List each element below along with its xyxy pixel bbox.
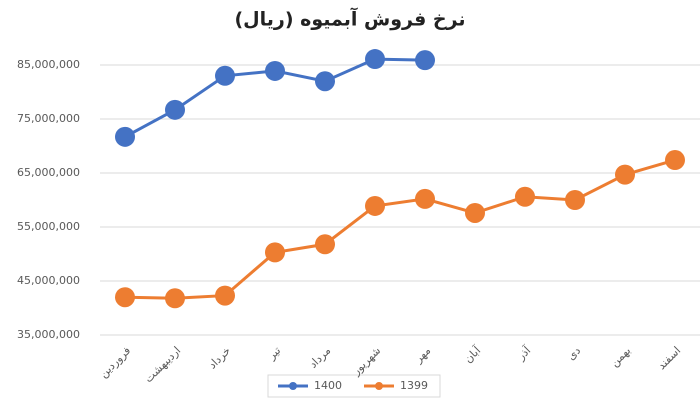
y-tick-label: 35,000,000 — [17, 328, 80, 341]
x-tick-label: اسفند — [655, 344, 683, 372]
point — [265, 242, 285, 263]
point — [315, 234, 335, 255]
x-tick-label: اردیبهشت — [142, 344, 183, 385]
x-tick-label: فروردین — [97, 344, 133, 380]
point — [365, 195, 385, 216]
point — [465, 202, 485, 223]
point — [215, 65, 235, 86]
legend-marker — [375, 382, 383, 390]
legend-box — [267, 374, 441, 398]
point — [415, 188, 435, 209]
y-tick-label: 45,000,000 — [17, 274, 80, 287]
series-line — [124, 158, 676, 300]
point — [315, 71, 335, 92]
x-tick-label: آذر — [513, 343, 534, 364]
legend-marker — [289, 382, 297, 390]
point — [365, 49, 385, 70]
y-tick-label: 55,000,000 — [17, 220, 80, 233]
point — [515, 186, 535, 207]
x-tick-label: آبان — [461, 343, 484, 366]
point — [215, 285, 235, 306]
y-tick-label: 65,000,000 — [17, 166, 80, 179]
point — [115, 287, 135, 308]
point — [565, 190, 585, 210]
y-tick-label: 75,000,000 — [17, 112, 80, 125]
point — [115, 126, 135, 147]
x-tick-label: خرداد — [206, 344, 233, 371]
legend-label: 1399 — [400, 379, 428, 392]
y-tick-label: 85,000,000 — [17, 58, 80, 71]
x-tick-label: تیر — [265, 344, 284, 363]
x-tick-label: شهریور — [349, 344, 383, 378]
point — [165, 99, 185, 120]
point — [615, 164, 635, 185]
x-tick-label: بهمن — [608, 344, 633, 369]
chart-title: نرخ فروش آبمیوه (ریال) — [234, 7, 465, 31]
x-tick-label: دی — [564, 344, 583, 363]
x-tick-label: مهر — [411, 344, 433, 366]
legend-label: 1400 — [314, 379, 342, 392]
point — [165, 288, 185, 309]
point — [265, 60, 285, 81]
x-tick-label: مرداد — [306, 344, 333, 371]
point — [415, 50, 435, 71]
point — [665, 150, 685, 171]
